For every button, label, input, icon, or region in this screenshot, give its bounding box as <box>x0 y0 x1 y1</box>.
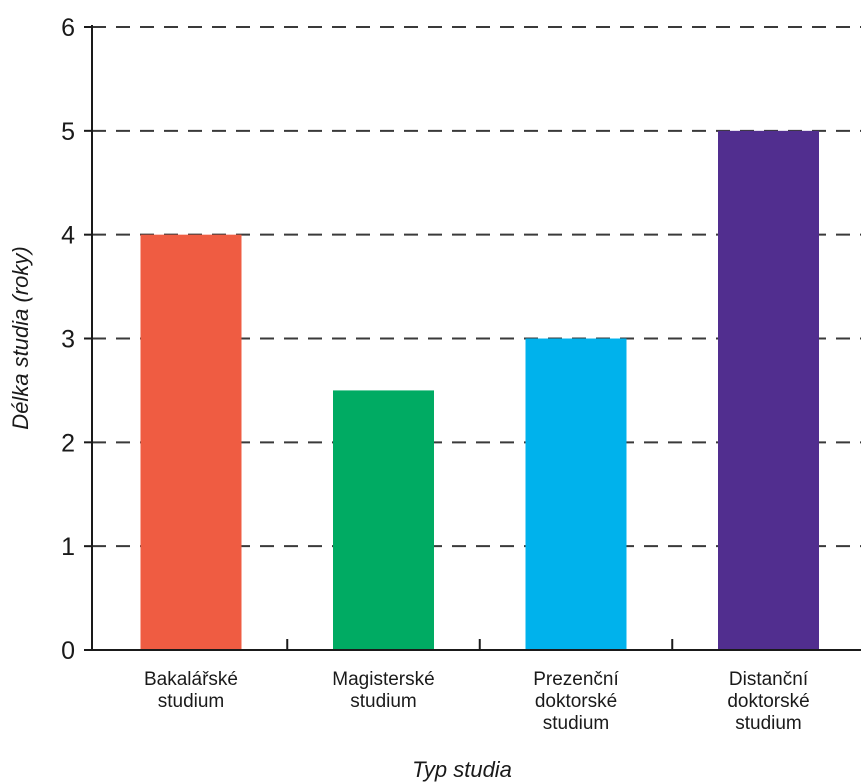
y-tick-label: 3 <box>61 326 75 354</box>
y-tick-label: 1 <box>61 533 75 561</box>
tick-labels: 0 1 2 3 4 5 6 Bakalářské studium Magisterské studi… <box>61 14 810 734</box>
y-tick-label: 0 <box>61 637 75 665</box>
axes <box>84 25 861 651</box>
bar <box>333 390 434 650</box>
x-tick-label: Prezenční doktorské studium <box>533 669 619 734</box>
x-tick-label: Magisterské studium <box>332 669 434 712</box>
bar <box>718 130 819 651</box>
y-tick-label: 4 <box>61 222 75 250</box>
bar <box>140 234 242 650</box>
y-tick-label: 6 <box>61 14 75 42</box>
y-tick-label: 5 <box>61 118 75 146</box>
y-tick-label: 2 <box>61 429 75 457</box>
bar <box>525 338 627 650</box>
x-tick-label: Distanční doktorské studium <box>727 669 809 734</box>
x-tick-label: Bakalářské studium <box>144 669 238 712</box>
bars <box>140 130 819 651</box>
x-axis-title: Typ studia <box>412 757 512 782</box>
y-axis-title: Délka studia (roky) <box>8 246 33 429</box>
